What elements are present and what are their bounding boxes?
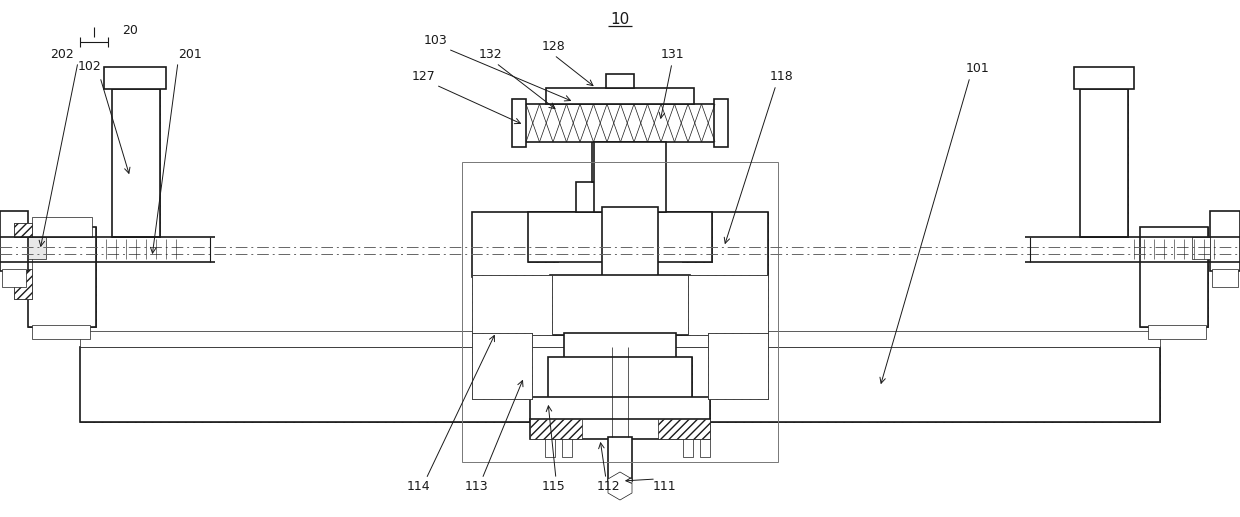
Bar	[1210, 211, 1240, 271]
Text: 201: 201	[179, 49, 202, 62]
Bar	[548, 357, 692, 399]
Bar	[14, 223, 32, 237]
Bar	[1140, 227, 1208, 327]
Bar	[608, 437, 632, 481]
Text: 114: 114	[407, 480, 430, 494]
Bar	[712, 212, 768, 277]
Bar	[529, 419, 582, 439]
Bar	[594, 142, 666, 212]
Text: 111: 111	[652, 480, 676, 494]
Bar	[29, 227, 95, 327]
Bar	[529, 419, 711, 439]
Text: 127: 127	[412, 70, 436, 84]
Bar	[112, 89, 160, 237]
Bar	[472, 212, 768, 277]
Text: 113: 113	[464, 480, 487, 494]
Bar	[112, 89, 160, 237]
Text: 20: 20	[122, 23, 138, 37]
Bar	[551, 275, 689, 335]
Bar	[551, 275, 588, 335]
Bar	[1211, 269, 1238, 287]
Text: 103: 103	[424, 35, 448, 48]
Text: 10: 10	[610, 11, 630, 26]
Bar	[528, 212, 712, 262]
Bar	[528, 212, 558, 262]
Bar	[525, 104, 715, 142]
Bar	[577, 182, 663, 212]
Bar	[81, 347, 1159, 422]
Text: 118: 118	[770, 70, 794, 84]
Bar	[688, 275, 768, 335]
Bar	[683, 439, 693, 457]
Bar	[701, 439, 711, 457]
Bar	[562, 439, 572, 457]
Bar	[591, 138, 649, 182]
Text: 132: 132	[479, 49, 502, 62]
Bar	[606, 74, 634, 88]
Bar	[708, 333, 768, 399]
Text: 131: 131	[660, 49, 683, 62]
Bar	[658, 397, 711, 421]
Bar	[14, 223, 32, 237]
Bar	[652, 275, 689, 335]
Bar	[658, 419, 711, 439]
Bar	[81, 347, 1159, 422]
Text: 101: 101	[966, 63, 990, 75]
Bar	[1074, 67, 1135, 89]
Bar	[472, 275, 552, 335]
Text: 112: 112	[596, 480, 620, 494]
Bar	[29, 237, 46, 259]
Bar	[682, 212, 712, 262]
Text: 128: 128	[542, 40, 565, 53]
Bar	[564, 333, 676, 373]
Bar	[546, 439, 556, 457]
Bar	[1148, 325, 1207, 339]
Bar	[708, 333, 768, 399]
Bar	[601, 207, 658, 277]
Bar	[0, 211, 29, 271]
Bar	[1080, 89, 1128, 237]
Bar	[472, 333, 532, 399]
Text: 102: 102	[78, 60, 102, 73]
Bar	[1080, 89, 1128, 237]
Text: 202: 202	[50, 49, 74, 62]
Bar	[472, 333, 532, 399]
Bar	[529, 397, 711, 421]
Bar	[81, 331, 1159, 347]
Polygon shape	[608, 472, 632, 500]
Bar	[463, 162, 777, 462]
Bar	[688, 275, 768, 335]
Bar	[653, 357, 692, 399]
Bar	[529, 397, 582, 421]
Bar	[14, 269, 32, 299]
Bar	[1192, 237, 1210, 259]
Bar	[2, 269, 26, 287]
Bar	[1140, 227, 1208, 327]
Bar	[32, 217, 92, 237]
Text: 115: 115	[542, 480, 565, 494]
Bar	[714, 99, 728, 147]
Bar	[104, 67, 166, 89]
Bar	[472, 212, 528, 277]
Bar	[32, 325, 91, 339]
Bar	[546, 88, 694, 104]
Bar	[14, 237, 32, 299]
Bar	[29, 227, 95, 327]
Bar	[512, 99, 526, 147]
Bar	[548, 357, 587, 399]
Bar	[472, 275, 552, 335]
